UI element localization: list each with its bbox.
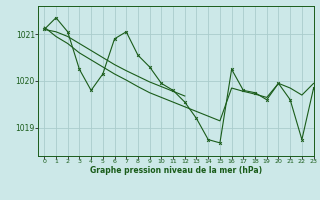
X-axis label: Graphe pression niveau de la mer (hPa): Graphe pression niveau de la mer (hPa) xyxy=(90,166,262,175)
